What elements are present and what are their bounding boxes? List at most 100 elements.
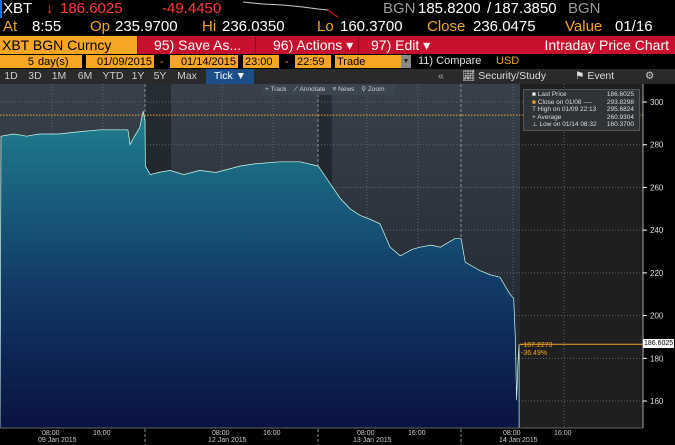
x-tick-label: 08:00 [212, 430, 230, 437]
tab-1m[interactable]: 1M [51, 70, 67, 82]
bid-ask-separator: / [487, 0, 492, 17]
days-field[interactable]: 5 [0, 55, 36, 68]
change-percent: -36.49% [521, 350, 548, 357]
save-as-button[interactable]: 95) Save As... [137, 36, 255, 54]
x-day-label: 14 Jan 2015 [499, 437, 538, 444]
close-label: Close [427, 18, 466, 35]
open-label: Op [90, 18, 111, 35]
y-tick-label: 280 [650, 141, 664, 150]
security-field[interactable]: XBT BGN Curncy [0, 36, 137, 54]
tab-1y[interactable]: 1Y [131, 70, 145, 82]
legend-label: High on 01/09 22:13 [537, 106, 597, 114]
dropdown-arrow-icon[interactable]: ▼ [401, 55, 411, 68]
y-axis-ticks: 300 280 260 240 220 200 180 160 [643, 98, 664, 406]
edit-button[interactable]: 97) Edit ▾ [358, 36, 430, 54]
legend-marker-icon: ⊥ [532, 121, 538, 129]
last-price: 186.6025 [60, 0, 123, 17]
currency[interactable]: USD [496, 55, 520, 67]
legend-value: 293.8298 [606, 98, 634, 106]
security-study-label: Security/Study [478, 70, 546, 82]
ask: 187.3850 [494, 0, 557, 17]
legend-row: T High on 01/09 22:13 295.6824 [532, 106, 637, 114]
tab-5y[interactable]: 5Y [153, 70, 167, 82]
legend-label: Average [537, 113, 562, 121]
tool-annotate[interactable]: ⟋ Annotate [293, 86, 326, 93]
collapse-button[interactable]: « [438, 70, 444, 82]
legend-marker-icon: ■ [532, 91, 536, 98]
chart-title: Intraday Price Chart [544, 37, 670, 53]
legend-value: 295.6824 [606, 106, 634, 114]
x-tick-label: 08:00 [357, 430, 375, 437]
high-label: Hi [202, 18, 217, 35]
price-area [0, 111, 520, 429]
future-region [520, 84, 643, 428]
chart-tools: + Track ⟋ Annotate ≡ News ⚲ Zoom [262, 84, 395, 95]
tool-zoom[interactable]: ⚲ Zoom [361, 86, 385, 93]
price-chart[interactable]: 300 280 260 240 220 200 180 160 [0, 84, 675, 445]
legend-value: 186.6025 [606, 91, 634, 98]
y-tick-label: 200 [650, 312, 664, 321]
legend-marker-icon: + [532, 113, 536, 121]
start-time[interactable]: 23:00 [243, 55, 279, 68]
chart-icon: 📈︎ [462, 70, 479, 82]
y-tick-label: 260 [650, 183, 664, 192]
legend-row: ⊥ Low on 01/14 08:32 160.3700 [532, 121, 637, 129]
y-tick-label: 160 [650, 397, 664, 406]
y-tick-label: 240 [650, 226, 664, 235]
x-tick-label: 16:00 [554, 430, 572, 437]
end-time[interactable]: 22:59 [295, 55, 331, 68]
tab-tick[interactable]: Tick ▼ [206, 69, 254, 84]
change-value: -107.2273 [521, 342, 553, 349]
down-arrow-icon: ↓ [46, 0, 54, 17]
legend-marker-icon: ■ [532, 98, 536, 106]
x-tick-label: 16:00 [263, 430, 281, 437]
legend-marker-icon: T [532, 106, 536, 114]
tab-6m[interactable]: 6M [77, 70, 93, 82]
tool-news[interactable]: ≡ News [332, 86, 355, 93]
period-tabs: 1D 3D 1M 6M YTD 1Y 5Y Max Tick ▼ « 📈︎ Security/S… [0, 69, 675, 84]
value-label: Value [565, 18, 603, 35]
x-tick-label: 08:00 [42, 430, 60, 437]
tab-ytd[interactable]: YTD [102, 70, 124, 82]
value-date: 01/16 [615, 18, 653, 35]
tab-max[interactable]: Max [177, 70, 197, 82]
legend-label: Low on 01/14 08:32 [539, 121, 597, 129]
tab-1d[interactable]: 1D [4, 70, 18, 82]
at-label: At [3, 18, 18, 35]
change-annotation: -107.2273 -36.49% [521, 342, 553, 358]
time-range-separator: - [285, 56, 289, 68]
date-range-separator: - [160, 56, 164, 68]
close: 236.0475 [473, 18, 536, 35]
low: 160.3700 [340, 18, 403, 35]
last-price-tag: 186.6025 [643, 339, 675, 349]
legend-label: Close on 01/08 ---- [537, 98, 592, 106]
tool-track[interactable]: + Track [265, 86, 287, 93]
legend-row: ■ Close on 01/08 ---- 293.8298 [532, 99, 637, 107]
field-select[interactable]: Trade [335, 55, 401, 68]
x-tick-label: 16:00 [93, 430, 111, 437]
days-unit[interactable]: day(s) [36, 55, 82, 68]
tab-3d[interactable]: 3D [28, 70, 42, 82]
source: BGN [383, 0, 416, 17]
y-tick-label: 180 [650, 354, 664, 363]
end-date[interactable]: 01/14/2015 [170, 55, 238, 68]
compare-button[interactable]: 11) Compare [418, 55, 482, 67]
gear-icon[interactable]: ⚙ [645, 70, 655, 82]
time: 8:55 [32, 18, 62, 35]
legend-label: Last Price [537, 91, 567, 98]
actions-button[interactable]: 96) Actions ▾ [255, 36, 358, 54]
security-study-button[interactable]: 📈︎ Security/Study [462, 69, 546, 84]
params-bar: 5 day(s) 01/09/2015 - 01/14/2015 23:00 -… [0, 54, 675, 69]
focus-indicator [0, 0, 2, 18]
x-day-label: 09 Jan 2015 [38, 437, 77, 444]
legend-value: 260.9304 [606, 113, 634, 121]
event-button[interactable]: ⚑ Event [575, 69, 614, 84]
legend-value: 160.3700 [606, 121, 634, 129]
sparkline [243, 1, 339, 18]
x-tick-label: 08:00 [503, 430, 521, 437]
event-label: Event [587, 70, 615, 82]
source-2: BGN [568, 0, 601, 17]
ticker: XBT [3, 0, 33, 17]
start-date[interactable]: 01/09/2015 [86, 55, 154, 68]
stats-line: At 8:55 Op 235.9700 Hi 236.0350 Lo 160.3… [0, 18, 675, 36]
